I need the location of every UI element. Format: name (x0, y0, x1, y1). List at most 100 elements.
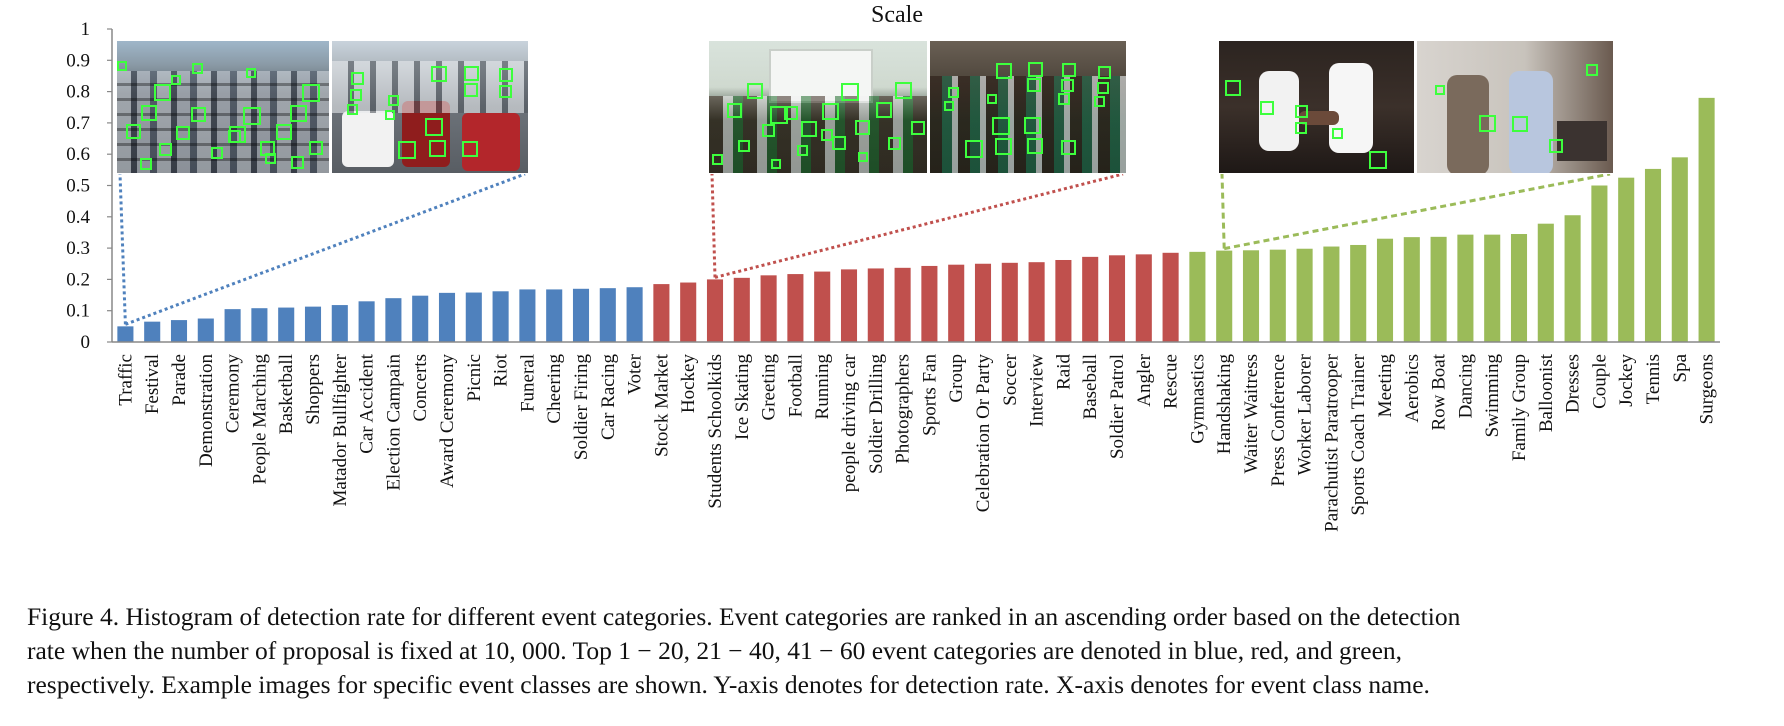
bar (465, 292, 482, 342)
bar (438, 292, 456, 342)
bar (1564, 215, 1581, 342)
bar (1323, 246, 1340, 342)
face-detection-box (1097, 82, 1109, 94)
face-detection-box (141, 105, 157, 121)
x-tick-label: Concerts (410, 354, 431, 422)
face-detection-box (351, 72, 364, 85)
bar (492, 291, 509, 342)
face-detection-box (388, 95, 399, 106)
face-detection-box (276, 124, 292, 140)
bar (1644, 168, 1662, 342)
bar (840, 269, 858, 342)
face-detection-box (727, 103, 742, 118)
face-detection-box (499, 68, 513, 82)
x-tick-label: Football (785, 354, 806, 417)
face-detection-box (347, 104, 358, 115)
x-tick-label: Interview (1027, 354, 1048, 427)
bar (1457, 234, 1474, 342)
x-tick-label: Photographers (893, 354, 914, 464)
bar (1484, 234, 1501, 342)
bar (1430, 236, 1447, 342)
bar (1108, 255, 1126, 342)
face-detection-box (246, 68, 256, 78)
face-detection-box (1098, 66, 1111, 79)
face-detection-box (1062, 63, 1076, 77)
bar (599, 288, 616, 342)
bar (1082, 256, 1099, 342)
bar (1591, 185, 1608, 342)
x-tick-label: Meeting (1375, 354, 1396, 418)
face-detection-box (309, 141, 323, 155)
x-tick-label: Ceremony (223, 354, 244, 434)
bar (974, 263, 992, 342)
bar (1162, 252, 1179, 342)
bar (278, 307, 295, 342)
x-tick-label: Row Boat (1429, 353, 1450, 430)
schoolkids-photo-left (708, 40, 928, 174)
face-detection-box (464, 83, 478, 97)
bar (197, 318, 214, 342)
x-tick-label: Soccer (1000, 353, 1021, 405)
bar (385, 298, 402, 342)
x-tick-label: Dresses (1563, 354, 1584, 413)
x-tick-label: Funeral (517, 354, 538, 412)
x-tick-label: Press Conference (1268, 354, 1289, 486)
y-tick-label: 0.8 (66, 82, 90, 103)
x-tick-label: Jockey (1616, 354, 1637, 407)
face-detection-box (1549, 139, 1563, 153)
bar (894, 267, 911, 342)
bar (921, 265, 938, 342)
y-tick-label: 0.2 (66, 269, 90, 290)
face-detection-box (291, 156, 304, 169)
bar (948, 264, 965, 342)
x-tick-label: Baseball (1080, 354, 1101, 419)
x-tick-label: Handshaking (1214, 354, 1235, 455)
y-tick-label: 0 (81, 332, 91, 353)
x-tick-label: Parachutist Paratrooper (1321, 353, 1342, 531)
face-detection-box (229, 126, 246, 143)
x-tick-label: Cheering (544, 354, 565, 424)
y-tick-label: 1 (81, 19, 91, 40)
x-tick-label: Soldier Firing (571, 354, 592, 461)
y-tick-label: 0.5 (66, 176, 90, 197)
x-tick-label: Soldier Drilling (866, 354, 887, 474)
caption-line: respectively. Example images for specifi… (27, 670, 1430, 699)
bar (814, 271, 831, 342)
bar (1618, 177, 1635, 342)
figure-caption: Figure 4. Histogram of detection rate fo… (27, 600, 1767, 702)
x-tick-label: Election Campain (383, 354, 404, 491)
face-detection-box (762, 124, 775, 137)
x-tick-label: Picnic (464, 354, 485, 402)
bar (1242, 250, 1260, 342)
bars (117, 97, 1715, 342)
bar (1269, 249, 1286, 342)
x-axis: Traffic Festival Parade Demonstration Ceremo… (112, 341, 1720, 532)
x-tick-label: Couple (1589, 354, 1610, 409)
y-tick-label: 0.9 (66, 50, 90, 71)
x-tick-label: Worker Laborer (1295, 353, 1316, 475)
x-tick-label: people driving car (839, 353, 860, 492)
x-tick-label: Waiter Waitress (1241, 354, 1262, 474)
bar (680, 282, 697, 342)
x-tick-label: Spa (1670, 353, 1691, 382)
bar (1216, 250, 1233, 342)
face-detection-box (895, 82, 912, 99)
bar (760, 275, 777, 342)
bar (358, 301, 375, 342)
bar (572, 288, 590, 342)
x-tick-label: Students Schoolkids (705, 354, 726, 509)
handshaking-photo-right (1416, 40, 1614, 174)
callout-line (118, 173, 127, 325)
x-tick-label: Dancing (1455, 354, 1476, 419)
y-tick-label: 0.6 (66, 144, 90, 165)
face-detection-box (1479, 115, 1496, 132)
handshaking-photo-left (1218, 40, 1415, 174)
bar (1510, 234, 1528, 342)
face-detection-box (462, 141, 478, 157)
callout-line (714, 172, 1124, 279)
detection-rate-histogram: Scale 0 0.1 0.2 0.3 0.4 0.5 0.6 0.7 0.8 0.9 1 Traf… (27, 2, 1720, 699)
face-detection-box (171, 75, 181, 85)
x-tick-label: Family Group (1509, 354, 1530, 461)
bar (519, 289, 536, 342)
x-tick-label: Car Accident (357, 353, 378, 453)
